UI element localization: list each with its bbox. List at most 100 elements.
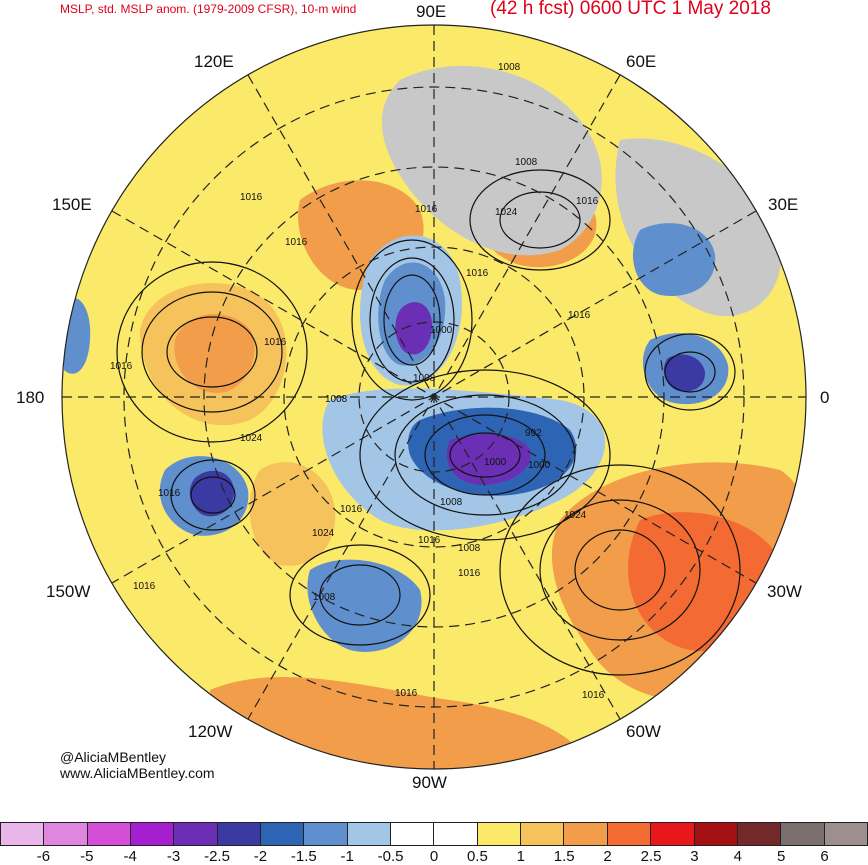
colorbar-swatch: [781, 822, 825, 846]
colorbar-swatch: [131, 822, 175, 846]
colorbar-swatch: [0, 822, 45, 846]
colorbar-swatch: [607, 822, 652, 846]
anomaly-cold-aleutian-core: [189, 470, 235, 517]
colorbar-tick-label: -4: [123, 848, 137, 865]
colorbar-swatch: [217, 822, 262, 846]
colorbar-tick-label: -1: [340, 848, 354, 865]
map-boundary: [61, 24, 807, 770]
anomaly-cold-west-us: [307, 559, 422, 652]
graticule: [62, 25, 806, 769]
isobar-label: 1016: [240, 192, 263, 203]
colorbar: [0, 822, 868, 846]
isobar-label: 1016: [340, 504, 363, 515]
isobar-label: 1024: [564, 510, 587, 521]
colorbar-tick-label: -6: [36, 848, 51, 865]
colorbar-tick-label: -0.5: [377, 848, 404, 865]
lon-label-150e: 150E: [52, 195, 92, 214]
colorbar-tick-label: 1: [516, 848, 525, 865]
isobar-label: 1000: [484, 457, 507, 468]
credit-handle: @AliciaMBentley: [60, 749, 167, 765]
anomaly-warm-midpacific: [249, 462, 336, 566]
lon-label-150w: 150W: [46, 582, 91, 601]
colorbar-swatch: [347, 822, 392, 846]
colorbar-swatch: [44, 822, 88, 846]
isobar-label-layer: 1008 1008 1016 1024 1016 1016 1016 1016 …: [110, 62, 605, 701]
isobar-label: 1024: [312, 528, 335, 539]
colorbar-tick-label: -3: [166, 848, 181, 865]
anomaly-gray-arctic: [381, 65, 602, 256]
anomaly-cold-east-atlantic-core: [663, 354, 706, 392]
colorbar-swatch: [391, 822, 435, 846]
isobar-label: 1016: [110, 361, 133, 372]
colorbar-swatch: [651, 822, 695, 846]
anomaly-cold-siberia-core: [395, 302, 432, 355]
forecast-time-title: (42 h fcst) 0600 UTC 1 May 2018: [490, 0, 771, 19]
polar-map: 1008 1008 1016 1024 1016 1016 1016 1016 …: [61, 24, 807, 770]
colorbar-swatch: [261, 822, 305, 846]
isobar-label: 1024: [240, 433, 263, 444]
colorbar-tick-label: 0.5: [466, 848, 488, 865]
colorbar-tick-label: 2.5: [640, 848, 662, 865]
isobar-label: 1008: [440, 497, 463, 508]
colorbar-tick-label: -5: [80, 848, 94, 865]
isobar-label: 1000: [528, 460, 551, 471]
colorbar-tick-label: -2: [253, 848, 268, 865]
anomaly-cold-europe: [632, 223, 716, 296]
lon-label-30w: 30W: [767, 582, 802, 601]
colorbar-tick-label: -2.5: [204, 848, 230, 865]
colorbar-swatch: [434, 822, 478, 846]
isobar-label: 1016: [568, 310, 591, 321]
isobar-label: 1016: [285, 237, 308, 248]
colorbar-swatch: [304, 822, 348, 846]
lon-label-60e: 60E: [626, 52, 657, 71]
colorbar-swatch: [477, 822, 522, 846]
anomaly-cold-canada-core: [446, 434, 531, 485]
lon-label-0: 0: [820, 388, 830, 407]
isobar-label: 1016: [158, 488, 181, 499]
lon-label-60w: 60W: [626, 722, 661, 741]
colorbar-swatch: [174, 822, 218, 846]
colorbar-tick-label: 0: [429, 848, 439, 865]
colorbar-tick-label: 4: [733, 848, 742, 865]
isobar-lines: [116, 169, 741, 676]
isobar-label: 1016: [264, 337, 287, 348]
isobar-label: 1016: [133, 581, 156, 592]
lon-label-120e: 120E: [194, 52, 234, 71]
colorbar-swatch: [564, 822, 608, 846]
colorbar-tick-label: 3: [690, 848, 699, 865]
colorbar-swatch: [87, 822, 132, 846]
isobar-label: 1016: [458, 568, 481, 579]
lon-label-90e: 90E: [416, 2, 447, 21]
lon-label-120w: 120W: [188, 722, 233, 741]
credit-website: www.AliciaMBentley.com: [60, 765, 215, 781]
lon-label-30e: 30E: [768, 195, 799, 214]
isobar-label: 1008: [325, 394, 348, 405]
colorbar-tick-label: -1.5: [290, 848, 317, 865]
colorbar-tick-label: 1.5: [553, 848, 575, 865]
colorbar-tick-label: 5: [777, 848, 786, 865]
isobar-label: 1016: [576, 196, 599, 207]
colorbar-ticks: -6 -5 -4 -3 -2.5 -2 -1.5 -1 -0.5 0 0.5 1 1.5 2 2.5 3 4 5 6: [0, 848, 868, 865]
isobar-label: 1008: [413, 373, 436, 384]
isobar-label: 1016: [418, 535, 441, 546]
anomaly-warm-core-pacific: [174, 313, 255, 393]
isobar-label: 1008: [498, 62, 521, 73]
lon-label-180: 180: [16, 388, 45, 407]
colorbar-swatch: [824, 822, 868, 846]
colorbar-swatch: [694, 822, 738, 846]
colorbar-tick-label: 2: [603, 848, 612, 865]
lon-label-90w: 90W: [412, 773, 447, 792]
isobar-label: 1016: [395, 688, 418, 699]
isobar-label: 1008: [313, 592, 336, 603]
isobar-label: 992: [525, 428, 542, 439]
map-subtitle: MSLP, std. MSLP anom. (1979-2009 CFSR), …: [60, 2, 357, 16]
isobar-label: 1016: [415, 204, 438, 215]
colorbar-swatch: [521, 822, 565, 846]
isobar-label: 1000: [430, 325, 453, 336]
isobar-label: 1008: [515, 157, 538, 168]
colorbar-swatch: [737, 822, 782, 846]
isobar-label: 1024: [495, 207, 518, 218]
isobar-label: 1016: [582, 690, 605, 701]
isobar-label: 1008: [458, 543, 481, 554]
isobar-label: 1016: [466, 268, 489, 279]
